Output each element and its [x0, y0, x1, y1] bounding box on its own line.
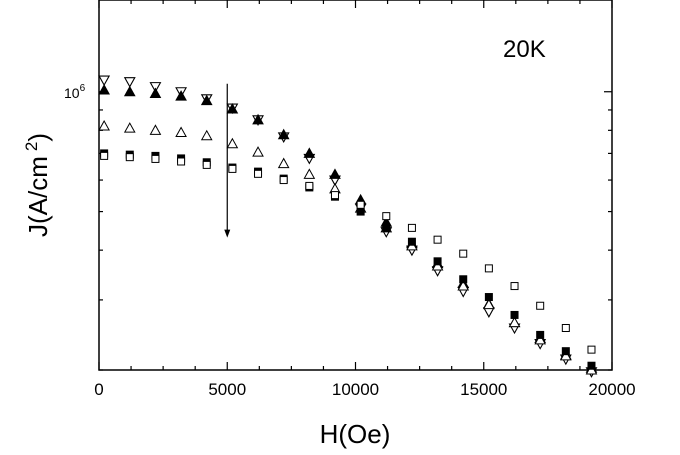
data-point-square-filled: [587, 361, 596, 370]
data-point-triangle-down-open: [175, 87, 188, 98]
data-point-square-open: [536, 301, 545, 310]
data-point-triangle-up-filled: [252, 113, 264, 125]
data-point-square-open: [356, 200, 365, 209]
axis-ticks: [98, 0, 613, 371]
data-point-square-filled: [407, 237, 416, 246]
data-point-square-filled: [459, 275, 468, 284]
data-point-triangle-up-filled: [123, 85, 136, 97]
data-point-triangle-up-open: [508, 316, 521, 328]
data-point-triangle-up-open: [303, 168, 316, 179]
data-point-triangle-up-open: [149, 124, 162, 135]
arrow-head: [224, 229, 231, 238]
data-point-square-open: [459, 249, 468, 258]
data-point-square-open: [125, 153, 134, 162]
data-point-triangle-up-open: [226, 137, 239, 149]
data-point-square-filled: [510, 310, 519, 319]
x-tick-label: 5000: [208, 380, 246, 399]
data-point-square-open: [484, 264, 493, 273]
data-point-square-open: [202, 160, 211, 169]
data-point-square-open: [305, 181, 314, 190]
y-tick-label: 106: [64, 83, 86, 101]
x-tick-labels: 0 5000 10000 15000 20000: [94, 380, 635, 399]
data-point-triangle-up-open: [483, 298, 495, 310]
data-point-square-open: [510, 282, 519, 291]
data-point-square-filled: [536, 330, 545, 339]
data-point-triangle-down-open: [98, 75, 111, 87]
data-point-triangle-up-open: [457, 280, 470, 291]
x-axis-label: H(Oe): [320, 419, 391, 449]
x-tick-label: 0: [94, 380, 103, 399]
data-point-triangle-up-open: [431, 259, 444, 271]
data-points: [98, 75, 598, 378]
data-point-triangle-up-filled: [98, 83, 110, 95]
data-point-triangle-up-open: [277, 157, 290, 169]
data-point-triangle-down-open: [123, 77, 136, 88]
data-point-square-open: [177, 157, 186, 166]
data-point-square-open: [279, 176, 288, 185]
data-point-triangle-up-filled: [149, 87, 162, 98]
data-point-square-open: [561, 323, 570, 332]
data-point-square-open: [587, 345, 596, 354]
data-point-triangle-down-open: [149, 82, 162, 93]
data-point-triangle-up-filled: [277, 128, 290, 140]
data-point-triangle-up-open: [123, 122, 136, 133]
data-point-square-open: [254, 169, 263, 178]
data-point-triangle-down-open: [482, 307, 495, 318]
data-point-square-filled: [484, 293, 493, 302]
data-point-triangle-up-open: [200, 129, 213, 141]
data-point-triangle-up-open: [98, 120, 110, 131]
data-point-triangle-up-open: [252, 146, 264, 157]
data-point-square-open: [433, 235, 442, 244]
x-tick-label: 10000: [332, 380, 379, 399]
data-point-triangle-up-filled: [226, 102, 239, 114]
data-point-square-filled: [433, 257, 442, 266]
data-point-square-open: [407, 223, 416, 232]
x-tick-label: 15000: [460, 380, 507, 399]
data-point-triangle-up-open: [534, 333, 547, 345]
data-point-triangle-up-open: [175, 126, 187, 137]
decrease-arrow: [224, 83, 231, 238]
data-point-square-filled: [561, 347, 570, 356]
data-point-triangle-up-filled: [175, 90, 187, 101]
data-point-triangle-up-open: [559, 349, 572, 361]
data-point-triangle-up-filled: [329, 168, 341, 179]
temperature-annotation: 20K: [503, 36, 546, 63]
data-point-square-open: [382, 212, 391, 221]
data-point-triangle-up-filled: [200, 94, 213, 106]
data-point-triangle-up-filled: [303, 147, 316, 158]
data-point-square-open: [100, 151, 109, 160]
data-point-square-filled: [356, 207, 365, 216]
data-point-square-open: [330, 191, 339, 200]
data-point-square-open: [151, 154, 160, 163]
y-axis-label: J(A/cm2): [22, 133, 53, 237]
data-point-square-open: [228, 164, 237, 173]
x-tick-label: 20000: [588, 380, 635, 399]
data-point-square-filled: [382, 223, 391, 232]
